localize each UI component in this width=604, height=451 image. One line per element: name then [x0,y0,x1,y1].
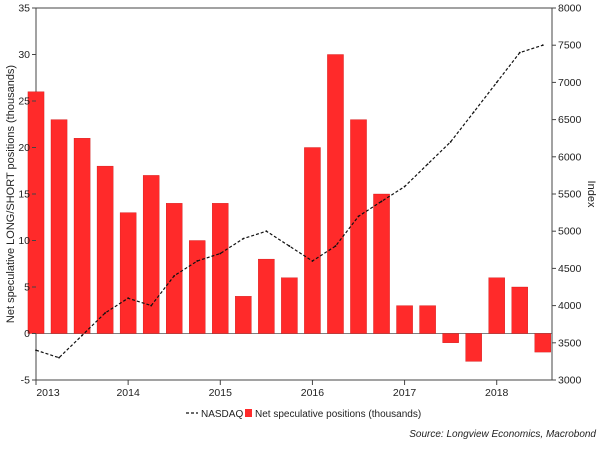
left-tick-label: 35 [18,3,30,15]
right-tick-label: 4000 [558,300,582,312]
source-note: Source: Longview Economics, Macrobond [409,429,596,440]
right-tick-label: 7500 [558,40,582,52]
bar [534,333,551,353]
left-axis-label: Net speculative LONG/SHORT positions (th… [5,65,17,323]
nasdaq-point [58,356,60,359]
legend-bars-label: Net speculative positions (thousands) [255,409,421,420]
left-tick-label: 0 [24,328,30,340]
right-tick-label: 5500 [558,189,582,201]
x-tick-label: 2017 [393,387,417,399]
bar [27,91,45,334]
x-tick-label: 2016 [301,387,325,399]
bar [396,305,413,334]
right-tick-label: 3000 [558,375,582,387]
nasdaq-point [104,312,107,314]
bar [488,277,505,334]
bar [96,165,114,334]
bar [166,203,183,334]
right-tick-label: 6500 [558,114,582,126]
left-tick-label: 30 [18,49,30,61]
left-tick-label: 10 [18,235,30,247]
bar [73,138,91,334]
nasdaq-point [518,51,521,54]
nasdaq-point [426,163,429,166]
x-tick-label: 2014 [116,387,140,399]
legend-nasdaq-label: NASDAQ [201,409,243,420]
bar [327,54,344,334]
bar [189,240,206,334]
bar [373,193,390,334]
left-tick-label: 15 [18,189,30,201]
left-tick-label: -5 [21,375,30,387]
bar [212,203,229,334]
nasdaq-point [288,245,291,247]
legend-bars-swatch [245,409,252,417]
nasdaq-point [403,185,406,188]
bars-series [27,54,551,362]
nasdaq-point [196,260,199,262]
nasdaq-point [311,260,314,262]
nasdaq-line [35,44,543,359]
bar [511,286,528,334]
bar [442,333,459,343]
right-axis: 3000 3500 4000 4500 5000 5500 6000 6500 7000 7500… [552,3,582,387]
right-tick-label: 5000 [558,226,582,238]
left-tick-label: 5 [24,282,30,294]
bar [419,305,436,334]
x-axis: 2013 2014 2015 2016 2017 2018 [35,380,509,399]
nasdaq-point [127,297,130,300]
bar [304,147,321,334]
right-tick-label: 3500 [558,337,582,349]
bar [350,119,367,334]
right-axis-label: Index [585,181,597,208]
bar [258,258,275,334]
nasdaq-point [380,200,383,203]
x-tick-label: 2018 [485,387,509,399]
nasdaq-point [35,349,37,352]
legend: NASDAQ Net speculative positions (thousa… [186,409,421,420]
right-tick-label: 8000 [558,3,582,15]
left-tick-label: 25 [18,96,30,108]
bar [235,296,252,334]
right-tick-label: 4500 [558,263,582,275]
bar [465,333,482,362]
bar [142,175,160,334]
bar [119,212,137,334]
x-tick-label: 2013 [36,387,60,399]
right-tick-label: 6000 [558,151,582,163]
nasdaq-series [35,44,544,359]
left-tick-label: 20 [18,142,30,154]
nasdaq-point [150,304,153,307]
bar [281,277,298,334]
nasdaq-point [81,334,83,337]
nasdaq-point [449,141,452,143]
nasdaq-point [219,252,222,255]
nasdaq-point [495,81,498,84]
nasdaq-point [472,111,475,114]
x-tick-label: 2015 [209,387,233,399]
right-tick-label: 7000 [558,77,582,89]
left-axis: -5 0 5 10 15 20 25 30 35 [18,3,36,387]
bar [50,119,68,334]
nasdaq-point [334,245,337,247]
nasdaq-point [242,237,245,240]
nasdaq-point [357,215,360,218]
nasdaq-point [173,274,176,277]
nasdaq-point [265,230,268,233]
nasdaq-point [541,44,544,47]
